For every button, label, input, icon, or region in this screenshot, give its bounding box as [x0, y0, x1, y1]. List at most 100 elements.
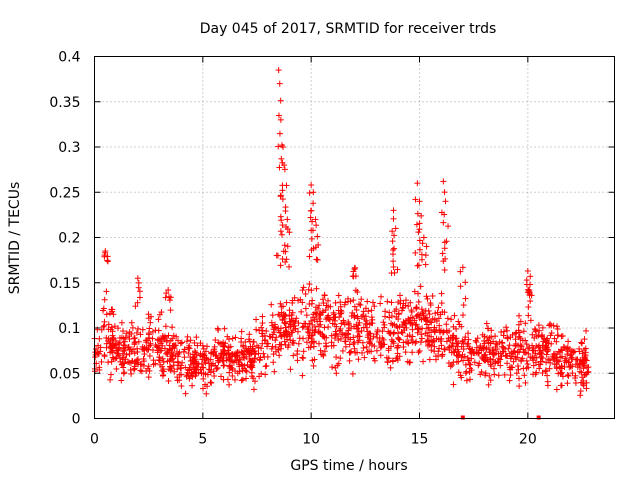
- data-point: [256, 327, 263, 334]
- data-point: [220, 376, 227, 383]
- data-point: [144, 337, 151, 344]
- data-point: [424, 332, 431, 339]
- data-point: [438, 300, 445, 307]
- data-point: [529, 331, 536, 338]
- data-point: [187, 372, 194, 379]
- data-point: [325, 304, 332, 311]
- data-point: [397, 300, 404, 307]
- data-point: [126, 329, 133, 336]
- data-point: [503, 352, 510, 359]
- data-point: [98, 326, 105, 333]
- data-point: [577, 392, 584, 399]
- data-point: [438, 335, 445, 342]
- data-point: [283, 299, 290, 306]
- data-point: [109, 306, 116, 313]
- data-point: [178, 339, 185, 346]
- data-point: [379, 335, 386, 342]
- data-point: [394, 344, 401, 351]
- data-point: [156, 311, 163, 318]
- data-point: [177, 362, 184, 369]
- data-point: [421, 315, 428, 322]
- data-point: [308, 235, 315, 242]
- data-point: [392, 225, 399, 232]
- data-point: [236, 368, 243, 375]
- data-point: [393, 355, 400, 362]
- data-point: [369, 320, 376, 327]
- data-point: [335, 292, 342, 299]
- data-point: [342, 299, 349, 306]
- data-point: [535, 322, 542, 329]
- data-point: [312, 216, 319, 223]
- data-point: [520, 346, 527, 353]
- data-point: [474, 335, 481, 342]
- data-point: [277, 325, 284, 332]
- data-point: [426, 341, 433, 348]
- data-point: [554, 332, 561, 339]
- data-point: [367, 336, 374, 343]
- data-point: [192, 366, 199, 373]
- data-point: [409, 349, 416, 356]
- data-point: [395, 335, 402, 342]
- data-point: [346, 357, 353, 364]
- data-point: [108, 358, 115, 365]
- data-point: [308, 317, 315, 324]
- data-point: [441, 211, 448, 218]
- data-point: [107, 310, 114, 317]
- data-point: [499, 343, 506, 350]
- data-point: [352, 273, 359, 280]
- data-point: [95, 342, 102, 349]
- data-point: [282, 324, 289, 331]
- data-point: [422, 261, 429, 268]
- data-point: [226, 381, 233, 388]
- data-point: [564, 344, 571, 351]
- data-point: [351, 303, 358, 310]
- data-point: [310, 362, 317, 369]
- data-point: [165, 332, 172, 339]
- data-point: [443, 338, 450, 345]
- data-point: [524, 360, 531, 367]
- data-point: [543, 367, 550, 374]
- data-point: [310, 339, 317, 346]
- data-point: [539, 324, 546, 331]
- data-point: [523, 341, 530, 348]
- data-point: [177, 340, 184, 347]
- data-point: [277, 262, 284, 269]
- data-point: [104, 253, 111, 260]
- data-point: [509, 364, 516, 371]
- data-point: [101, 252, 108, 259]
- data-point: [504, 327, 511, 334]
- data-point: [319, 351, 326, 358]
- data-point: [389, 358, 396, 365]
- data-point: [328, 332, 335, 339]
- data-point: [169, 356, 176, 363]
- data-point: [468, 346, 475, 353]
- data-point: [243, 375, 250, 382]
- data-point: [487, 361, 494, 368]
- data-point: [415, 298, 422, 305]
- data-point: [103, 288, 110, 295]
- data-point: [339, 347, 346, 354]
- data-point: [557, 382, 564, 389]
- data-point: [158, 309, 165, 316]
- data-point: [358, 313, 365, 320]
- data-point: [400, 344, 407, 351]
- data-point: [311, 356, 318, 363]
- data-point: [497, 356, 504, 363]
- data-point: [567, 363, 574, 370]
- data-point: [377, 344, 384, 351]
- data-point: [572, 361, 579, 368]
- data-point: [432, 356, 439, 363]
- data-point: [152, 360, 159, 367]
- data-point: [366, 321, 373, 328]
- data-point: [276, 130, 283, 137]
- data-point: [218, 354, 225, 361]
- data-point: [508, 349, 515, 356]
- data-point: [272, 337, 279, 344]
- data-point: [110, 311, 117, 318]
- data-point: [515, 366, 522, 373]
- data-point: [140, 358, 147, 365]
- data-point: [136, 294, 143, 301]
- data-point: [368, 314, 375, 321]
- data-point: [302, 305, 309, 312]
- data-point: [293, 315, 300, 322]
